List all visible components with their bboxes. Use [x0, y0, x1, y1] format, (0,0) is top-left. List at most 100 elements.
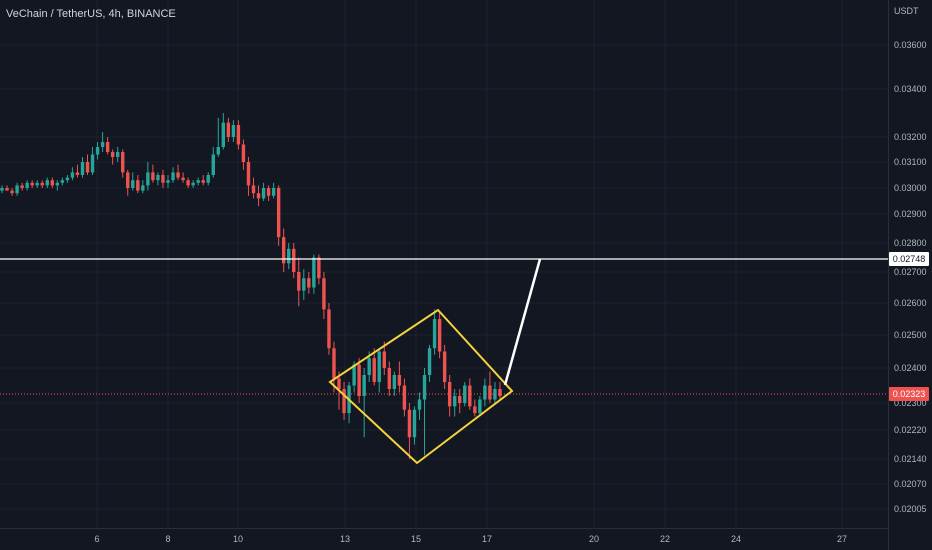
chart-title: VeChain / TetherUS, 4h, BINANCE — [6, 8, 176, 20]
candle-body — [196, 180, 200, 183]
candle-body — [478, 399, 482, 414]
candle-body — [171, 172, 175, 181]
candle-body — [95, 147, 100, 155]
price-tick-label: 0.02005 — [894, 504, 927, 514]
candle-body — [357, 364, 361, 396]
candle-body — [121, 152, 125, 173]
candle-body — [337, 378, 341, 389]
candle-body — [166, 180, 170, 183]
last-price-badge — [889, 387, 929, 401]
candle-body — [417, 399, 422, 410]
candle-body — [5, 188, 9, 191]
candle-body — [342, 389, 346, 414]
candle-body — [372, 358, 376, 382]
price-axis-unit: USDT — [894, 6, 919, 16]
candle-body — [327, 309, 331, 349]
candle-body — [246, 162, 251, 186]
candle-body — [100, 142, 105, 147]
time-tick-label: 27 — [837, 534, 847, 544]
candle-body — [25, 182, 29, 188]
price-tick-label: 0.03400 — [894, 84, 927, 94]
candle-body — [432, 319, 437, 349]
price-axis-divider — [888, 0, 889, 550]
candle-body — [463, 385, 467, 403]
candle-body — [367, 358, 371, 375]
candle-body — [206, 175, 210, 183]
time-axis-divider — [0, 528, 888, 529]
candle-body — [90, 154, 95, 173]
candle-body — [55, 182, 60, 186]
candle-body — [427, 348, 432, 375]
candle-body — [20, 185, 24, 188]
candle-body — [201, 180, 205, 183]
candle-body — [453, 396, 457, 407]
candle-body — [271, 188, 276, 196]
candle-body — [483, 385, 487, 400]
candle-body — [75, 172, 80, 175]
candle-body — [387, 368, 392, 389]
candle-body — [70, 172, 75, 178]
candle-body — [35, 182, 39, 186]
candle-body — [362, 375, 366, 396]
candle-body — [402, 385, 407, 410]
candle-body — [261, 188, 266, 199]
diamond-pattern — [328, 308, 514, 465]
candle-body — [50, 180, 54, 186]
candle-body — [276, 188, 281, 238]
price-tick-label: 0.02140 — [894, 454, 927, 464]
price-tick-label: 0.02220 — [894, 425, 927, 435]
candle-body — [251, 185, 256, 194]
price-tick-label: 0.02300 — [894, 398, 927, 408]
candle-body — [397, 375, 402, 386]
candle-body — [146, 172, 150, 186]
candle-body — [65, 177, 70, 181]
time-tick-label: 6 — [94, 534, 99, 544]
candle-body — [468, 385, 472, 407]
price-tick-label: 0.03000 — [894, 183, 927, 193]
time-tick-label: 17 — [482, 534, 492, 544]
candle-body — [141, 185, 145, 191]
time-tick-label: 13 — [340, 534, 350, 544]
candle-body — [161, 175, 165, 183]
candle-body — [332, 348, 336, 379]
candle-body — [115, 152, 120, 157]
candle-body — [317, 257, 321, 279]
candle-body — [151, 172, 155, 181]
candle-body — [422, 375, 427, 400]
candle-body — [377, 351, 381, 382]
candle-body — [85, 162, 90, 173]
price-tick-label: 0.02070 — [894, 479, 927, 489]
candle-body — [181, 177, 185, 181]
candle-body — [488, 385, 492, 400]
candle-body — [382, 351, 386, 368]
candle-body — [437, 319, 442, 352]
candle-body — [126, 172, 130, 188]
candle-body — [231, 125, 236, 137]
candle-body — [60, 180, 65, 183]
candle-body — [105, 142, 110, 152]
candle-body — [493, 389, 497, 400]
price-tick-label: 0.03200 — [894, 132, 927, 142]
time-tick-label: 22 — [660, 534, 670, 544]
time-tick-label: 15 — [411, 534, 421, 544]
candle-body — [256, 193, 261, 199]
candle-body — [407, 409, 412, 438]
candle-body — [226, 122, 231, 137]
candle-body — [352, 364, 356, 386]
candle-body — [392, 375, 397, 389]
candle-body — [266, 188, 271, 196]
candle-body — [412, 409, 417, 438]
time-tick-label: 24 — [731, 534, 741, 544]
candle-body — [312, 257, 316, 288]
level-price-label: 0.02748 — [893, 254, 926, 264]
candle-body — [458, 396, 462, 403]
breakout-projection-line — [503, 258, 542, 386]
candle-body — [236, 125, 241, 145]
candle-body — [473, 406, 477, 414]
price-tick-label: 0.02700 — [894, 267, 927, 277]
candle-body — [156, 175, 160, 181]
candle-body — [447, 382, 452, 407]
price-tick-label: 0.02600 — [894, 298, 927, 308]
